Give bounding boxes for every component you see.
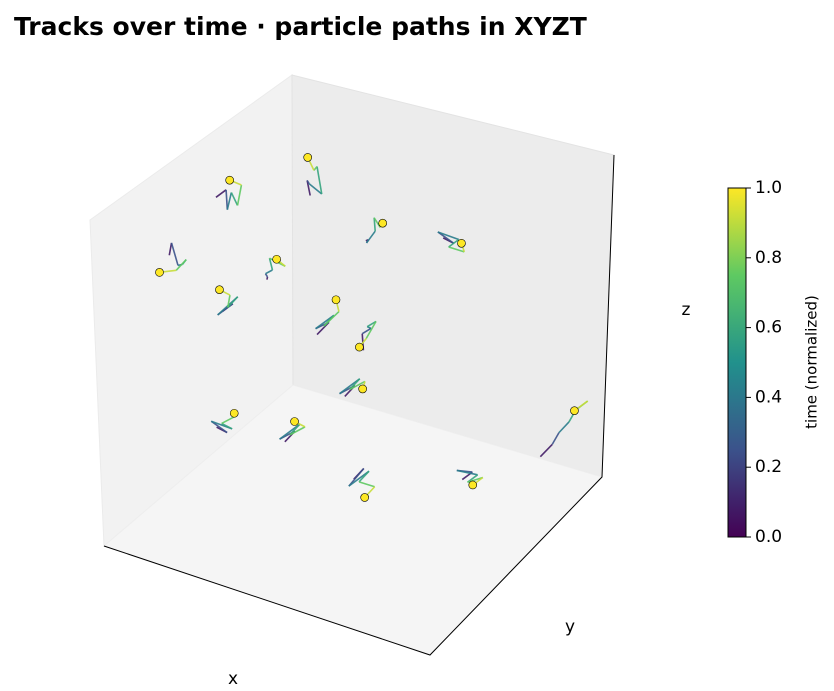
- colorbar-tick-label: 0.4: [755, 387, 782, 407]
- track-segment: [366, 320, 377, 328]
- track-segment: [308, 183, 323, 195]
- track-end: [303, 153, 313, 162]
- track-segment: [289, 423, 301, 436]
- track-segment: [348, 467, 365, 487]
- track-segment: [373, 217, 381, 228]
- track-segment: [215, 189, 227, 198]
- track-segment: [210, 420, 228, 434]
- colorbar-label: time (normalized): [803, 295, 821, 429]
- track-segment: [558, 421, 570, 434]
- track-segment: [349, 378, 361, 390]
- x-axis-label: x: [228, 669, 238, 689]
- track-segment: [226, 192, 233, 210]
- track-end: [378, 218, 387, 228]
- track-end: [225, 175, 234, 185]
- track-segment: [268, 257, 274, 271]
- track-segment: [349, 380, 366, 391]
- colorbar-tick-label: 0.6: [755, 318, 782, 338]
- track-segment: [316, 321, 330, 336]
- track-segment: [170, 242, 179, 266]
- track-segment: [448, 238, 460, 248]
- track-segment: [448, 246, 465, 253]
- track-segment: [358, 481, 375, 488]
- colorbar-tick-label: 0.2: [755, 457, 782, 477]
- colorbar-tick-label: 0.8: [755, 248, 782, 268]
- track-segment: [306, 180, 310, 185]
- track-segment: [365, 230, 376, 244]
- track-segment: [437, 231, 460, 241]
- track-end: [457, 238, 466, 248]
- track-end: [358, 384, 367, 394]
- track-end: [215, 285, 224, 294]
- track-segment: [437, 231, 455, 244]
- track-end: [468, 480, 478, 490]
- track-end: [570, 406, 579, 415]
- z-axis-label: z: [682, 300, 691, 320]
- tracks: [155, 153, 589, 502]
- track-end: [355, 342, 364, 352]
- track-segment: [175, 259, 187, 271]
- track-end: [229, 408, 239, 418]
- track-end: [290, 417, 299, 426]
- track-segment: [316, 166, 323, 195]
- track-segment: [289, 426, 306, 436]
- track-segment: [236, 184, 243, 206]
- track-segment: [265, 269, 273, 275]
- track-end: [272, 254, 281, 264]
- colorbar-tick-label: 0.0: [755, 527, 782, 547]
- track-segment: [373, 217, 376, 232]
- colorbar-tick-label: 1.0: [755, 178, 782, 198]
- track-segment: [539, 443, 553, 458]
- track-segment: [225, 189, 229, 210]
- track-segment: [266, 276, 269, 280]
- track-segment: [358, 470, 370, 483]
- track-segment: [227, 296, 239, 308]
- track-segment: [323, 311, 340, 327]
- chart-title: Tracks over time · particle paths in XYZ…: [14, 12, 587, 41]
- track-segment: [306, 180, 311, 196]
- axis-lines: [103, 154, 615, 656]
- track-end: [155, 268, 164, 277]
- track-segment: [365, 321, 377, 339]
- track-segment: [221, 422, 233, 430]
- track-segment: [168, 242, 173, 256]
- track-segment: [467, 476, 484, 484]
- colorbar: [727, 187, 747, 538]
- track-segment: [226, 294, 231, 308]
- track-segment: [456, 469, 478, 476]
- y-axis-label: y: [565, 617, 575, 637]
- track-end: [360, 493, 369, 502]
- track-segment: [230, 192, 239, 206]
- track-end: [331, 295, 341, 305]
- track-segment: [361, 327, 372, 335]
- track-segment: [551, 432, 560, 445]
